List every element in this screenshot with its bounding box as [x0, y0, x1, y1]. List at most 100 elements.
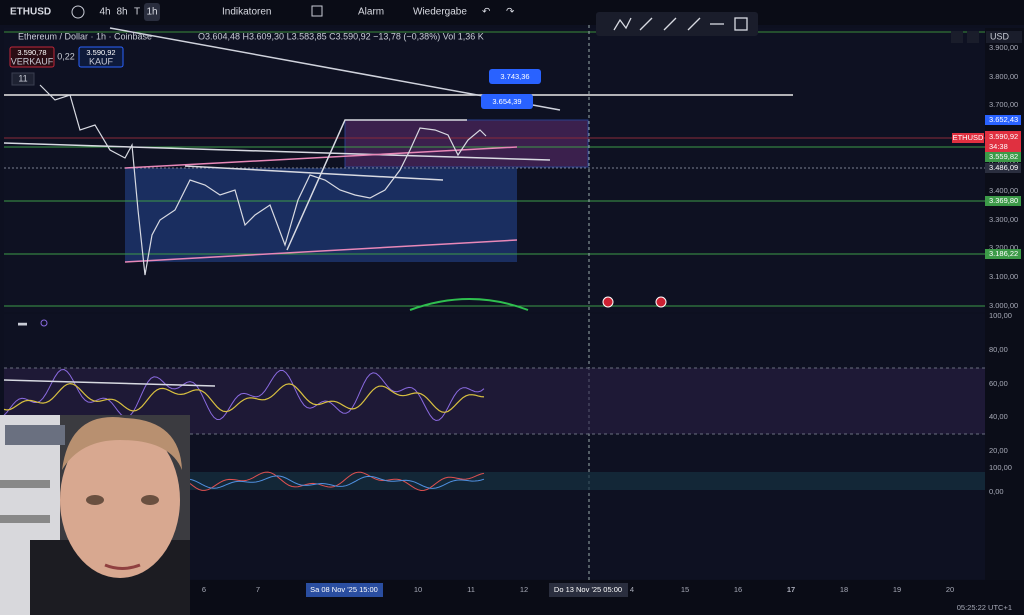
time-label: 11 [467, 585, 475, 594]
event-marker[interactable] [655, 296, 667, 308]
currency[interactable]: USD [990, 31, 1010, 41]
axis-button[interactable] [951, 31, 963, 43]
price-tag-bg [985, 115, 1021, 125]
layout-icon[interactable] [311, 5, 323, 17]
tool-icon[interactable] [663, 17, 677, 31]
time-label: 4 [630, 585, 634, 594]
channel-line [124, 239, 518, 263]
price-tag: 3.186,22 [989, 249, 1018, 258]
time-label: 7 [256, 585, 260, 594]
drawing-toolbar [596, 12, 758, 36]
tool-icon[interactable] [687, 17, 701, 31]
indicator-label: 20,00 [989, 446, 1008, 455]
alarm-button[interactable]: Alarm [358, 7, 384, 18]
indicator-label: 80,00 [989, 345, 1008, 354]
time-label: 17 [787, 585, 795, 594]
time-label: 15 [681, 585, 689, 594]
webcam-overlay [0, 415, 190, 615]
annotation: 3.654,39 [492, 97, 521, 106]
price-tag: 3.369,80 [989, 196, 1018, 205]
time-label: 10 [414, 585, 422, 594]
price-label: 3.300,00 [989, 215, 1018, 224]
price-label: 3.400,00 [989, 186, 1018, 195]
rsi-line [3, 368, 485, 422]
time-label: 6 [202, 585, 206, 594]
indicator-label: 0,00 [989, 487, 1004, 496]
price-label: 3.000,00 [989, 301, 1018, 310]
spread: 0,22 [57, 51, 75, 61]
time-label: 18 [840, 585, 848, 594]
clock: 05:25:22 UTC+1 [957, 603, 1012, 612]
indicator-label: 100,00 [989, 311, 1012, 320]
annotation-box [481, 94, 533, 109]
indicator-label: 100,00 [989, 463, 1012, 472]
time-highlight: Sa 08 Nov '25 15:00 [310, 585, 378, 594]
time-highlight: Do 13 Nov '25 05:00 [554, 585, 622, 594]
price-tag: 3.652,43 [989, 115, 1018, 124]
annotation: 3.743,36 [500, 72, 529, 81]
redo-button[interactable]: ↷ [506, 7, 515, 18]
time-label: 12 [520, 585, 528, 594]
time-label: 19 [893, 585, 901, 594]
indicator-label: 40,00 [989, 412, 1008, 421]
symbol-tag-bg [952, 133, 984, 143]
indicators-button[interactable]: Indikatoren [222, 7, 271, 18]
symbol-search[interactable]: ETHUSD [10, 7, 51, 18]
price-tag: 3.486,09 [989, 163, 1018, 172]
count: 11 [18, 73, 27, 83]
trend-line [184, 165, 444, 181]
price-label: 3.200,00 [989, 243, 1018, 252]
last-price-tag [985, 131, 1021, 153]
add-symbol-icon[interactable] [71, 5, 85, 19]
interval-button[interactable]: 4h [99, 7, 110, 18]
trend-line [3, 142, 551, 161]
drawings [3, 25, 985, 580]
time-highlight-bg [306, 583, 383, 597]
top-toolbar [0, 0, 1024, 25]
buy-button[interactable] [78, 46, 124, 68]
tool-icon[interactable] [639, 17, 653, 31]
trend-line [3, 379, 216, 387]
osc-band [190, 472, 985, 490]
pane-icon[interactable] [40, 319, 48, 327]
price-label: 3.900,00 [989, 43, 1018, 52]
buy-label[interactable]: KAUF [89, 56, 114, 66]
axis-button[interactable] [967, 31, 979, 43]
pane-icon[interactable]: ▬ [18, 317, 27, 327]
event-marker[interactable] [602, 296, 614, 308]
undo-button[interactable]: ↶ [482, 7, 490, 18]
osc-line [189, 471, 485, 492]
sell-price[interactable]: 3.590,78 [17, 48, 46, 57]
price-label: 3.700,00 [989, 100, 1018, 109]
indicator-label: 60,00 [989, 379, 1008, 388]
currency-box[interactable] [986, 31, 1022, 43]
interval-button[interactable]: 8h [116, 7, 127, 18]
rsi-ma [3, 382, 485, 413]
interval-button[interactable]: T [134, 7, 140, 18]
target-box [344, 119, 589, 168]
osc-line [189, 475, 485, 489]
legend-title: Ethereum / Dollar · 1h · Coinbase [18, 31, 152, 41]
projection-line [286, 119, 467, 251]
channel-line [124, 146, 518, 169]
last-price: 3.590,92 [989, 132, 1018, 141]
interval-button[interactable]: 1h [146, 7, 157, 18]
tool-icon[interactable] [734, 17, 748, 31]
price-tag-bg [985, 249, 1021, 259]
count-box [11, 72, 35, 86]
price-tag-bg [985, 196, 1021, 206]
replay-button[interactable]: Wiedergabe [413, 7, 467, 18]
time-label: 16 [734, 585, 742, 594]
sell-button[interactable] [9, 46, 55, 68]
time-highlight-bg [549, 583, 628, 597]
tool-icon[interactable] [613, 17, 632, 31]
arc-drawing [409, 298, 529, 311]
sell-label[interactable]: VERKAUF [11, 56, 54, 66]
range-box [125, 168, 517, 262]
symbol-tag: ETHUSD [953, 133, 984, 142]
buy-price[interactable]: 3.590,92 [86, 48, 115, 57]
price-label: 3.100,00 [989, 272, 1018, 281]
price-label: 3.800,00 [989, 72, 1018, 81]
price-tag-bg [985, 163, 1021, 173]
